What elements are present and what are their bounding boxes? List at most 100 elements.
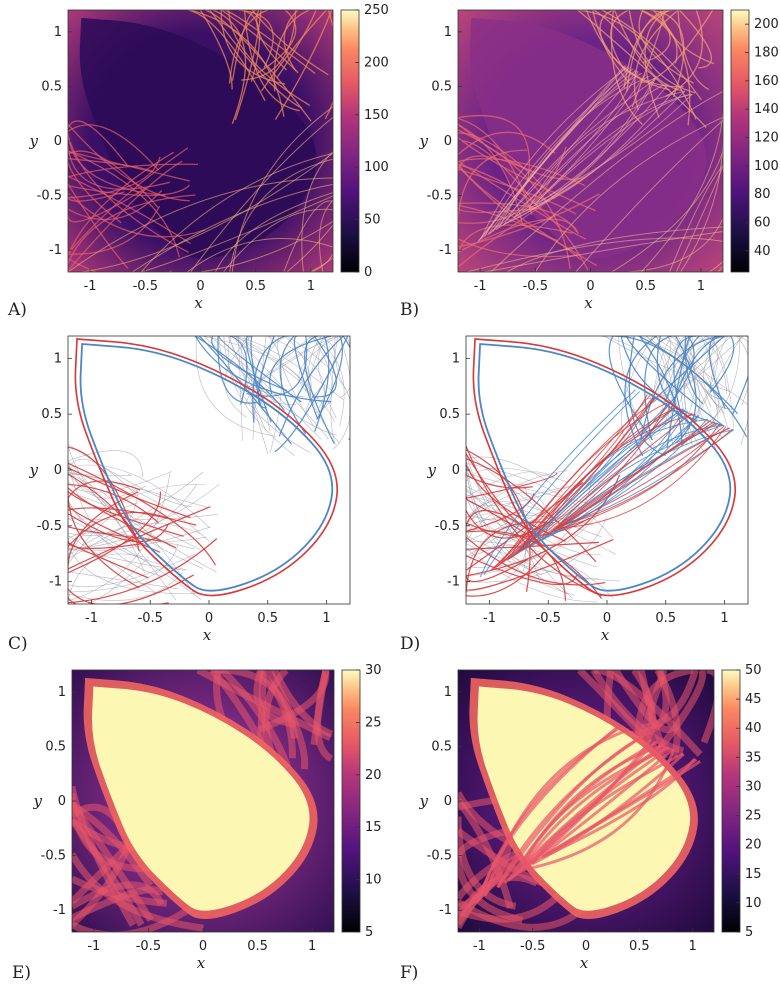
trajectory-streak <box>534 116 723 272</box>
colorbar-tick-label: 0 <box>364 265 372 280</box>
trajectory-streak <box>68 473 195 595</box>
trajectory-streak <box>466 530 567 601</box>
trajectory-streak <box>736 336 748 444</box>
trajectory-streak <box>639 336 723 441</box>
trajectory-streak <box>68 544 179 593</box>
x-tick-label: 0.5 <box>629 939 650 954</box>
trajectory-streak <box>592 10 670 91</box>
x-tick-label: 1 <box>307 279 315 294</box>
trajectory-streak <box>68 461 147 499</box>
trajectory-streak <box>496 734 644 889</box>
trajectory-streak <box>307 336 340 444</box>
y-tick-label: 0.5 <box>431 79 452 94</box>
trajectory-streak <box>466 521 554 594</box>
trajectory-streak <box>245 336 272 423</box>
trajectory-streak <box>684 336 704 405</box>
trajectory-streak <box>686 336 719 430</box>
colorbar-tick-label: 30 <box>745 779 762 794</box>
trajectory-streak <box>466 464 566 542</box>
trajectory-streak <box>498 398 658 566</box>
trajectory-streak <box>195 336 276 437</box>
trajectory-streak <box>458 114 530 180</box>
trajectory-streak <box>68 502 139 565</box>
x-tick-label: -1 <box>474 279 487 294</box>
trajectory-streak <box>72 852 204 932</box>
trajectory-streak <box>240 336 267 432</box>
colorbar-tick-label: 200 <box>754 17 779 32</box>
trajectory-streak <box>68 189 163 221</box>
y-tick-label: 1 <box>54 25 62 40</box>
y-tick-label: 0.5 <box>439 407 460 422</box>
trajectory-streak <box>68 464 163 577</box>
trajectory-streak <box>641 10 678 64</box>
y-tick-label: -0.5 <box>435 519 460 534</box>
trajectory-streak <box>466 449 531 592</box>
trajectory-streak <box>677 336 700 426</box>
x-tick-label: 0.5 <box>247 939 268 954</box>
trajectory-streak <box>283 200 333 272</box>
trajectory-streak <box>610 10 629 73</box>
x-tick-label: -0.5 <box>536 611 561 626</box>
axes-4: -1 -0.5 0 0.5 1 1 0.5 0 -0.5 -1 x y <box>427 335 749 644</box>
trajectory-streak <box>624 336 658 457</box>
trajectory-streak <box>68 184 190 197</box>
colorbar-tick-label: 10 <box>745 896 762 911</box>
x-axis-label: x <box>194 294 203 312</box>
colorbar-tick-label: 20 <box>365 768 382 783</box>
trajectory-streak <box>466 474 621 577</box>
y-tick-label: 0 <box>444 134 452 149</box>
trajectory-streak <box>68 187 147 223</box>
trajectory-streak <box>489 71 639 235</box>
panel-label: C) <box>8 634 28 654</box>
trajectory-streak <box>700 670 714 744</box>
x-tick-label: 0 <box>586 279 594 294</box>
trajectory-streak <box>332 336 350 450</box>
trajectory-streak <box>529 90 686 208</box>
trajectory-streak <box>708 336 729 410</box>
colorbar-tick-label: 60 <box>754 215 771 230</box>
trajectory-streak <box>267 336 282 454</box>
trajectory-streak <box>625 336 724 426</box>
colorbar-tick-label: 250 <box>364 3 389 18</box>
trajectory-streak <box>488 70 638 235</box>
trajectory-streak <box>691 336 743 446</box>
trajectory-streak <box>466 535 599 580</box>
plot-area <box>466 336 748 604</box>
trajectory-streak <box>544 419 712 537</box>
plot-area <box>68 336 350 604</box>
y-tick-label: 0 <box>452 463 460 478</box>
trajectory-streak <box>72 801 154 923</box>
x-tick-label: 0 <box>199 939 207 954</box>
trajectory-streak <box>466 470 568 520</box>
colorbar-tick-label: 20 <box>745 838 762 853</box>
trajectory-streak <box>81 152 333 272</box>
trajectory-streak <box>675 336 697 444</box>
trajectory-streak <box>273 10 310 92</box>
y-tick-label: -1 <box>439 903 452 918</box>
trajectory-streak <box>466 521 526 567</box>
trajectory-streak <box>731 336 748 416</box>
trajectory-streak <box>628 10 696 94</box>
trajectory-streak <box>466 461 573 599</box>
trajectory-streak <box>458 193 600 248</box>
trajectory-streak <box>466 458 597 563</box>
trajectory-streak <box>68 192 206 238</box>
trajectory-streak <box>286 336 350 419</box>
trajectory-streak <box>68 538 218 604</box>
x-tick-label: -1 <box>483 611 496 626</box>
trajectory-streak <box>466 471 554 498</box>
x-tick-label: 0 <box>205 611 213 626</box>
basin-region <box>91 686 310 911</box>
y-tick-label: -1 <box>447 575 460 590</box>
y-tick-label: 1 <box>444 25 452 40</box>
trajectory-streak <box>312 336 337 398</box>
trajectory-streak <box>677 10 710 91</box>
panel-d: D) <box>400 336 748 654</box>
colorbar-tick-label: 30 <box>365 663 382 678</box>
trajectory-streak <box>466 538 614 591</box>
y-axis-label: y <box>29 132 39 150</box>
trajectory-streak <box>141 195 333 272</box>
y-tick-label: -0.5 <box>427 189 452 204</box>
trajectory-streak <box>68 123 190 202</box>
